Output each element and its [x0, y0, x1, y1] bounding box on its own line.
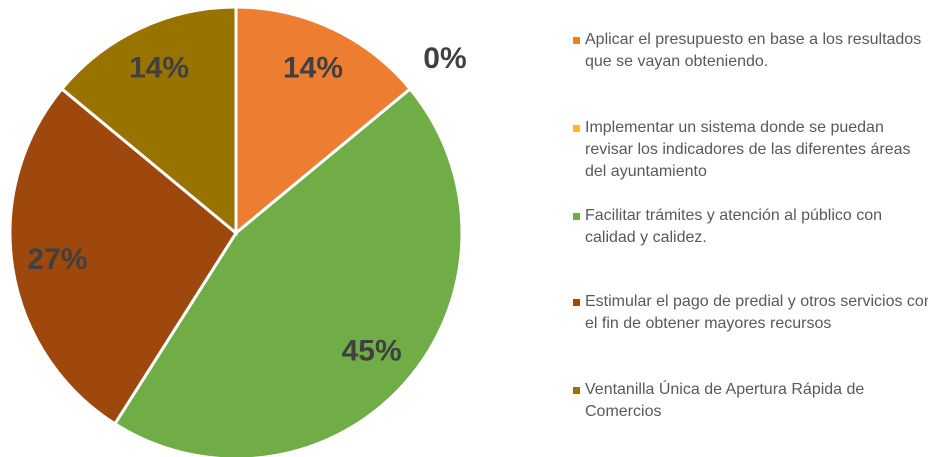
legend-swatch [573, 37, 580, 44]
legend-label: Estimular el pago de predial y otros ser… [585, 293, 928, 332]
legend-swatch [573, 387, 580, 394]
legend-label: Implementar un sistema donde se puedan r… [585, 119, 911, 180]
pie-slice [112, 86, 464, 457]
legend-item: Estimular el pago de predial y otros ser… [573, 291, 928, 335]
legend-swatch [573, 213, 580, 220]
legend-swatch [573, 299, 580, 306]
pie-area: 14% 0% 45% 27% 14% [8, 5, 467, 457]
data-label: 0% [423, 42, 466, 75]
legend-label: Facilitar trámites y atención al público… [585, 207, 883, 246]
legend-label: Ventanilla Única de Apertura Rápida de C… [585, 381, 865, 420]
data-label: 14% [283, 51, 343, 84]
legend-item: Implementar un sistema donde se puedan r… [573, 117, 928, 183]
legend-item: Aplicar el presupuesto en base a los res… [573, 29, 928, 73]
pie-slice [59, 5, 238, 237]
pie-slice [8, 86, 238, 426]
legend-swatch [573, 125, 580, 132]
data-label: 27% [27, 243, 87, 276]
legend-label: Aplicar el presupuesto en base a los res… [585, 31, 922, 70]
data-label: 45% [342, 334, 402, 367]
legend-item: Ventanilla Única de Apertura Rápida de C… [573, 379, 928, 423]
legend-item: Facilitar trámites y atención al público… [573, 205, 928, 249]
data-label: 14% [129, 51, 189, 84]
pie-slice [234, 5, 413, 237]
